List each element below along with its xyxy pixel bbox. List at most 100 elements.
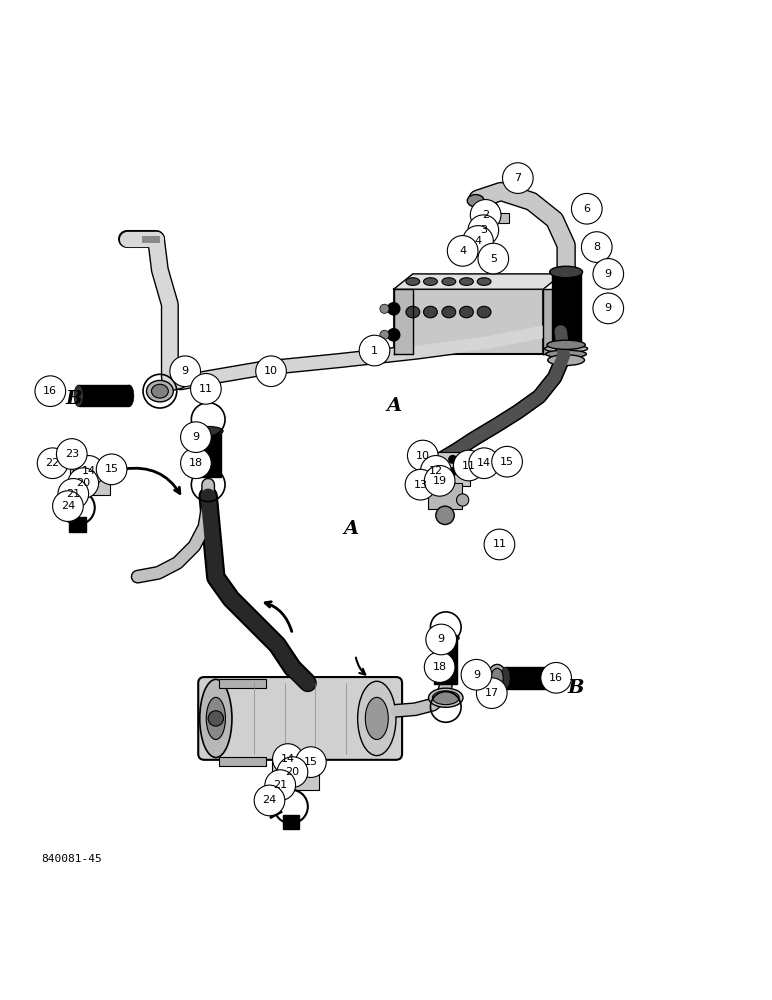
Ellipse shape — [406, 278, 420, 285]
Circle shape — [283, 758, 290, 766]
Circle shape — [181, 422, 212, 452]
Circle shape — [449, 468, 456, 475]
Ellipse shape — [459, 278, 473, 285]
Circle shape — [581, 232, 612, 262]
FancyBboxPatch shape — [394, 289, 543, 354]
Text: 4: 4 — [475, 236, 482, 246]
Ellipse shape — [442, 278, 455, 285]
Ellipse shape — [491, 668, 503, 687]
Ellipse shape — [147, 380, 173, 402]
Ellipse shape — [442, 306, 455, 318]
Circle shape — [447, 236, 478, 266]
FancyBboxPatch shape — [477, 213, 510, 223]
Circle shape — [462, 226, 493, 256]
Text: 18: 18 — [432, 662, 447, 672]
Circle shape — [68, 468, 99, 498]
Text: 1: 1 — [371, 346, 378, 356]
Text: 8: 8 — [593, 242, 601, 252]
Circle shape — [273, 744, 303, 774]
Ellipse shape — [459, 306, 473, 318]
Circle shape — [256, 356, 286, 387]
Text: 14: 14 — [477, 458, 491, 468]
Circle shape — [593, 259, 624, 289]
Circle shape — [388, 303, 400, 315]
Circle shape — [492, 446, 523, 477]
Ellipse shape — [546, 350, 587, 358]
Circle shape — [453, 450, 484, 481]
Text: 5: 5 — [489, 254, 497, 264]
Circle shape — [296, 747, 327, 777]
FancyBboxPatch shape — [219, 757, 266, 766]
Ellipse shape — [200, 679, 232, 758]
FancyBboxPatch shape — [219, 679, 266, 688]
Text: 19: 19 — [432, 476, 447, 486]
Polygon shape — [543, 289, 562, 354]
FancyBboxPatch shape — [198, 677, 402, 760]
Circle shape — [469, 448, 499, 479]
Text: 14: 14 — [82, 466, 96, 476]
Ellipse shape — [501, 667, 510, 689]
Text: 15: 15 — [105, 464, 119, 474]
Circle shape — [73, 456, 104, 486]
Circle shape — [277, 757, 308, 787]
Text: 21: 21 — [66, 489, 80, 499]
Text: A: A — [386, 397, 401, 415]
Circle shape — [421, 456, 451, 486]
Bar — [283, 815, 300, 829]
Polygon shape — [394, 289, 413, 354]
Text: 21: 21 — [273, 780, 287, 790]
Bar — [551, 272, 581, 345]
Ellipse shape — [467, 195, 484, 207]
Ellipse shape — [547, 355, 584, 365]
Text: 15: 15 — [304, 757, 318, 767]
Circle shape — [426, 624, 456, 655]
Text: 10: 10 — [264, 366, 278, 376]
Ellipse shape — [49, 464, 58, 470]
Ellipse shape — [424, 278, 438, 285]
Circle shape — [52, 491, 83, 521]
Circle shape — [430, 456, 438, 463]
Ellipse shape — [553, 667, 562, 689]
Circle shape — [571, 193, 602, 224]
Circle shape — [35, 376, 66, 406]
Text: B: B — [65, 390, 82, 408]
FancyBboxPatch shape — [417, 452, 469, 486]
Text: 23: 23 — [65, 449, 79, 459]
Ellipse shape — [357, 681, 396, 756]
Text: 17: 17 — [485, 688, 499, 698]
Text: 9: 9 — [604, 303, 612, 313]
Ellipse shape — [206, 697, 225, 740]
Circle shape — [468, 215, 499, 246]
Text: 9: 9 — [192, 432, 199, 442]
Ellipse shape — [550, 266, 583, 278]
Circle shape — [593, 293, 624, 324]
Polygon shape — [394, 274, 562, 289]
Text: 9: 9 — [438, 634, 445, 644]
Circle shape — [484, 529, 515, 560]
Text: 11: 11 — [493, 539, 506, 549]
Text: 4: 4 — [459, 246, 466, 256]
Text: 11: 11 — [462, 461, 476, 471]
Circle shape — [78, 481, 86, 489]
Ellipse shape — [74, 385, 83, 406]
Circle shape — [380, 330, 389, 339]
Ellipse shape — [151, 384, 168, 398]
Text: 7: 7 — [514, 173, 521, 183]
Circle shape — [58, 479, 89, 509]
Circle shape — [208, 711, 224, 726]
Circle shape — [425, 466, 455, 496]
Circle shape — [449, 456, 456, 463]
Ellipse shape — [406, 306, 420, 318]
Circle shape — [541, 662, 571, 693]
Circle shape — [78, 469, 86, 476]
Text: 2: 2 — [482, 210, 489, 220]
Ellipse shape — [432, 691, 459, 705]
Circle shape — [181, 448, 212, 479]
Text: 9: 9 — [473, 670, 480, 680]
Text: 16: 16 — [549, 673, 563, 683]
Circle shape — [436, 506, 454, 525]
Text: 18: 18 — [189, 458, 203, 468]
Text: 9: 9 — [604, 269, 612, 279]
Circle shape — [56, 439, 87, 469]
Text: 13: 13 — [414, 480, 428, 490]
